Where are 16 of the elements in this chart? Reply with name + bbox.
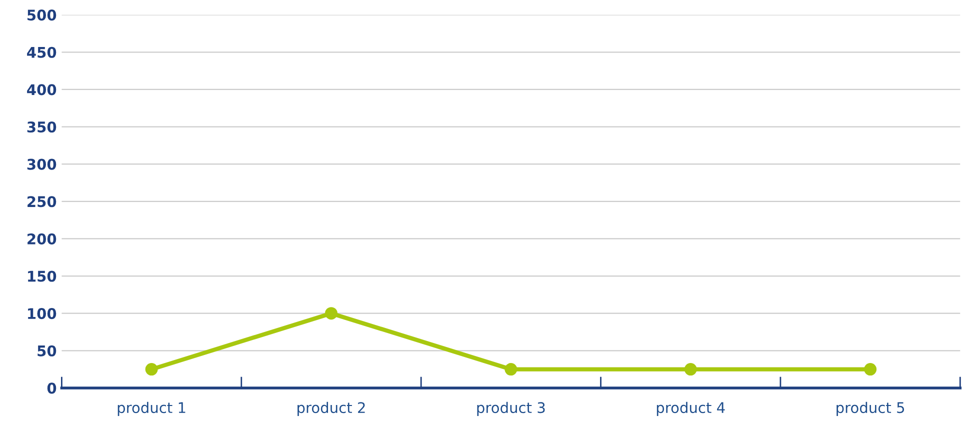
y-tick-label: 150 — [28, 270, 56, 282]
x-tick-label: product 5 — [836, 402, 904, 416]
x-tick-label: product 3 — [477, 402, 545, 416]
y-tick-label: 50 — [38, 345, 56, 356]
y-tick-label: 300 — [27, 158, 56, 170]
x-tick-label: product 1 — [118, 402, 186, 416]
y-tick-label: 400 — [27, 84, 56, 96]
x-tick-label: product 4 — [656, 402, 725, 416]
x-tick-label: product 2 — [298, 402, 365, 416]
y-tick-label: 200 — [28, 233, 56, 244]
y-tick-label: 500 — [28, 10, 56, 21]
y-tick-label: 100 — [28, 308, 56, 320]
y-tick-label: 350 — [27, 121, 56, 133]
y-tick-label: 450 — [27, 46, 56, 58]
y-tick-label: 0 — [47, 382, 56, 394]
y-tick-label: 250 — [28, 196, 56, 208]
